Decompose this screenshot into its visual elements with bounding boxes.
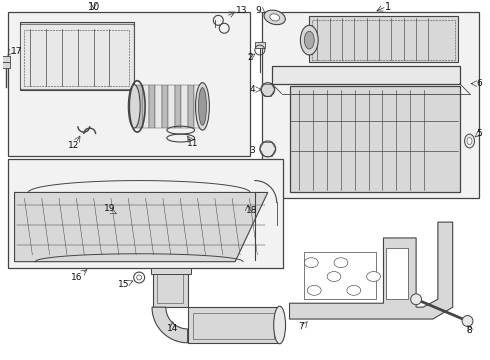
Text: 15: 15 (118, 280, 129, 289)
Ellipse shape (367, 271, 381, 282)
Ellipse shape (274, 306, 286, 344)
Bar (181, 85, 188, 128)
Bar (8, 159, 283, 267)
Bar (143, 85, 149, 128)
Bar (304, 252, 375, 299)
Text: 5: 5 (477, 129, 482, 138)
Bar (136, 85, 143, 128)
Ellipse shape (307, 285, 321, 295)
Bar (272, 66, 460, 84)
Ellipse shape (198, 87, 206, 125)
Ellipse shape (334, 258, 348, 267)
Ellipse shape (128, 85, 140, 128)
Text: 19: 19 (104, 204, 115, 213)
Bar (290, 86, 460, 193)
Ellipse shape (304, 31, 314, 49)
FancyBboxPatch shape (21, 24, 134, 90)
Text: 8: 8 (466, 327, 472, 336)
Bar (162, 85, 169, 128)
Bar (387, 248, 408, 299)
Ellipse shape (264, 10, 285, 24)
Circle shape (411, 294, 421, 305)
Ellipse shape (270, 14, 279, 21)
Ellipse shape (196, 83, 209, 130)
Text: 18: 18 (246, 206, 258, 215)
Text: 10: 10 (88, 3, 100, 13)
Bar (21, 22, 134, 90)
Text: 2: 2 (247, 53, 253, 62)
Bar (1, 62, 10, 68)
Ellipse shape (327, 271, 341, 282)
Text: 6: 6 (477, 79, 482, 88)
Circle shape (261, 83, 275, 96)
Ellipse shape (467, 138, 472, 144)
Text: 4: 4 (249, 85, 255, 94)
Bar (272, 66, 460, 84)
Ellipse shape (347, 285, 361, 295)
Bar (309, 17, 458, 62)
Polygon shape (290, 222, 453, 319)
Bar (175, 85, 181, 128)
Bar (157, 274, 183, 303)
Bar (149, 85, 155, 128)
Bar (24, 30, 129, 86)
Ellipse shape (304, 258, 318, 267)
Bar (194, 85, 200, 128)
Ellipse shape (465, 134, 474, 148)
Bar (169, 85, 175, 128)
Text: 12: 12 (68, 141, 79, 150)
Text: 7: 7 (298, 323, 304, 332)
Bar (8, 13, 250, 156)
Text: 11: 11 (187, 139, 198, 148)
Polygon shape (15, 193, 268, 262)
Bar (153, 270, 188, 307)
Bar (255, 42, 265, 48)
Text: 14: 14 (167, 324, 178, 333)
Bar (193, 313, 274, 339)
Text: 3: 3 (249, 147, 255, 156)
Circle shape (462, 316, 473, 327)
Bar (188, 307, 279, 343)
Text: 17: 17 (11, 48, 22, 57)
Circle shape (260, 141, 276, 157)
Ellipse shape (300, 25, 318, 55)
Polygon shape (152, 307, 188, 343)
Bar (262, 13, 479, 198)
Text: 16: 16 (71, 273, 83, 282)
Bar (155, 85, 162, 128)
Bar (151, 267, 191, 274)
Text: 9: 9 (255, 6, 261, 15)
Bar (312, 21, 455, 60)
Bar (188, 85, 194, 128)
Text: 13: 13 (236, 6, 248, 15)
Bar (1, 56, 10, 62)
Text: 1: 1 (385, 3, 392, 13)
